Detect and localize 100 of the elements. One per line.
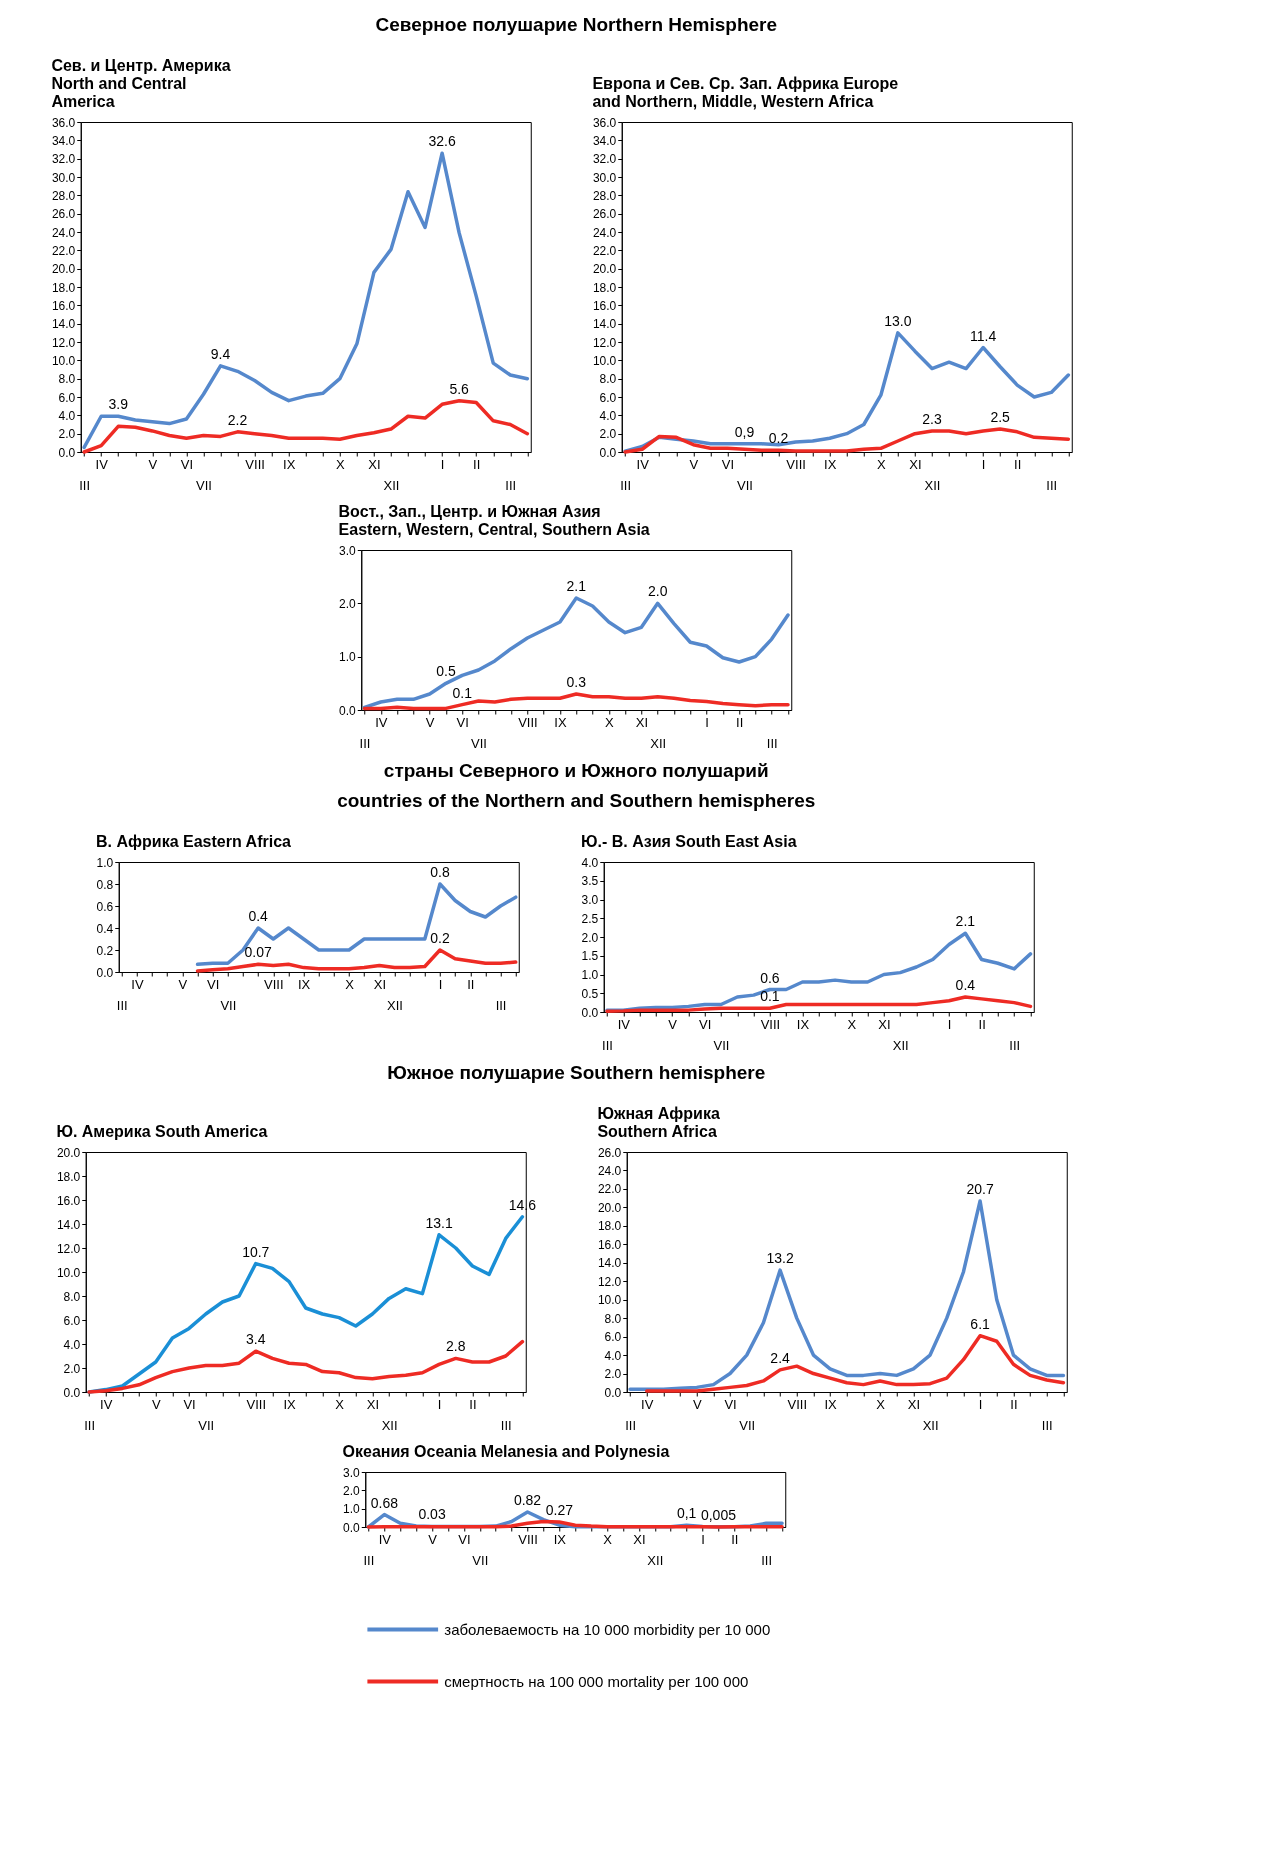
y-tick-label: 0.0	[63, 1385, 81, 1400]
x-tick-label: XI	[633, 1531, 646, 1547]
y-tick-label: 6.0	[63, 1313, 81, 1328]
x-tick-label: I	[440, 456, 445, 472]
x-tick-label: III	[766, 735, 778, 751]
chart-title: Вост., Зап., Центр. и Южная Азия Eastern, Western, Central, Southern Asia	[338, 503, 650, 538]
data-label: 0.4	[955, 977, 976, 993]
y-tick-label: 0.0	[581, 1005, 599, 1020]
x-tick-label: VII	[198, 1417, 215, 1433]
x-tick-label: XI	[878, 1016, 891, 1032]
y-tick-label: 0.0	[339, 703, 357, 718]
x-tick-label: V	[668, 1016, 678, 1032]
data-label: 0.2	[768, 430, 789, 447]
y-tick-label: 22.0	[51, 243, 76, 258]
y-tick-label: 32.0	[51, 152, 76, 167]
y-tick-label: 4.0	[604, 1348, 622, 1363]
data-label: 0.2	[430, 930, 450, 946]
x-tick-label: V	[692, 1396, 702, 1412]
data-label: 10.7	[242, 1243, 270, 1260]
x-tick-label: XI	[366, 1396, 380, 1412]
x-tick-label: X	[876, 1396, 886, 1412]
data-label: 13.0	[884, 312, 912, 329]
x-tick-label: XII	[650, 735, 667, 751]
y-tick-label: 6.0	[604, 1330, 622, 1345]
y-tick-label: 16.0	[592, 298, 617, 313]
x-tick-label: II	[473, 456, 481, 472]
y-tick-label: 18.0	[56, 1169, 81, 1184]
y-tick-label: 3.5	[581, 874, 599, 889]
y-tick-label: 10.0	[592, 353, 617, 368]
x-tick-label: VIII	[518, 1531, 538, 1547]
x-tick-label: VII	[713, 1037, 730, 1053]
y-tick-label: 32.0	[592, 152, 617, 167]
y-tick-label: 2.0	[581, 930, 599, 945]
y-tick-label: 26.0	[592, 207, 617, 222]
y-tick-label: 4.0	[63, 1337, 81, 1352]
y-tick-label: 20.0	[51, 262, 76, 277]
x-tick-label: III	[1041, 1417, 1053, 1433]
x-tick-label: III	[116, 997, 128, 1013]
y-tick-label: 2.0	[343, 1483, 361, 1498]
y-tick-label: 0.6	[96, 899, 114, 914]
text: страны Северного и Южного полушарий countries of the Northern and Southern hemispheres	[337, 760, 816, 811]
chart-title: Ю.- В. Азия South East Asia	[581, 833, 797, 850]
data-label: 0.4	[248, 908, 269, 924]
x-tick-label: I	[947, 1016, 952, 1032]
x-tick-label: IX	[554, 714, 567, 730]
x-tick-label: IX	[796, 1016, 810, 1032]
x-tick-label: VIII	[787, 1396, 808, 1412]
data-label: 0.8	[430, 864, 450, 880]
x-tick-label: IX	[824, 456, 837, 472]
x-tick-label: II	[467, 976, 475, 992]
y-tick-label: 36.0	[51, 115, 76, 130]
x-tick-label: VI	[207, 976, 220, 992]
x-tick-label: III	[1009, 1037, 1021, 1053]
y-tick-label: 16.0	[597, 1237, 622, 1252]
data-label: 20.7	[966, 1180, 994, 1197]
x-tick-label: IV	[378, 1531, 392, 1547]
y-tick-label: 1.0	[581, 968, 599, 982]
data-label: 3.4	[246, 1331, 266, 1348]
x-tick-label: VII	[739, 1417, 756, 1433]
x-tick-label: XII	[381, 1417, 398, 1433]
y-tick-label: 18.0	[592, 280, 617, 295]
x-tick-label: VIII	[264, 976, 284, 992]
y-tick-label: 14.0	[51, 317, 76, 332]
x-tick-label: V	[425, 714, 435, 730]
line-series	[195, 948, 518, 973]
y-tick-label: 2.0	[599, 427, 617, 442]
x-tick-label: III	[363, 1552, 375, 1568]
data-label: 0.3	[566, 674, 587, 690]
x-tick-label: VII	[196, 477, 212, 493]
x-tick-label: IX	[283, 1396, 297, 1412]
y-tick-label: 24.0	[592, 225, 617, 240]
data-label: 32.6	[428, 133, 456, 150]
data-label: 13.1	[425, 1214, 453, 1231]
x-tick-label: VII	[220, 997, 237, 1013]
y-tick-label: 2.0	[58, 427, 76, 442]
data-label: 2.4	[770, 1349, 791, 1366]
y-tick-label: 4.0	[58, 408, 76, 423]
y-tick-label: 22.0	[592, 243, 617, 258]
data-label: 13.2	[766, 1250, 794, 1267]
data-label: 0.6	[760, 969, 780, 986]
x-tick-label: VIII	[245, 456, 265, 472]
y-tick-label: 4.0	[581, 855, 599, 870]
y-tick-label: 12.0	[597, 1274, 622, 1289]
data-label: 2.8	[446, 1338, 466, 1355]
y-tick-label: 28.0	[592, 188, 617, 203]
y-tick-label: 34.0	[51, 133, 76, 148]
x-tick-label: X	[877, 456, 887, 472]
x-tick-label: X	[336, 456, 345, 472]
x-tick-label: XII	[387, 997, 403, 1013]
data-label: 6.1	[970, 1315, 991, 1332]
y-tick-label: 0.0	[604, 1385, 622, 1400]
y-tick-label: 1.0	[339, 650, 357, 665]
x-tick-label: IV	[375, 714, 388, 730]
x-tick-label: III	[84, 1417, 96, 1433]
x-tick-label: V	[689, 456, 699, 472]
x-tick-label: II	[1014, 456, 1022, 472]
y-tick-label: 2.0	[604, 1367, 622, 1382]
y-tick-label: 3.0	[339, 543, 357, 558]
x-tick-label: XI	[373, 976, 386, 992]
data-label: 0.27	[545, 1502, 574, 1519]
